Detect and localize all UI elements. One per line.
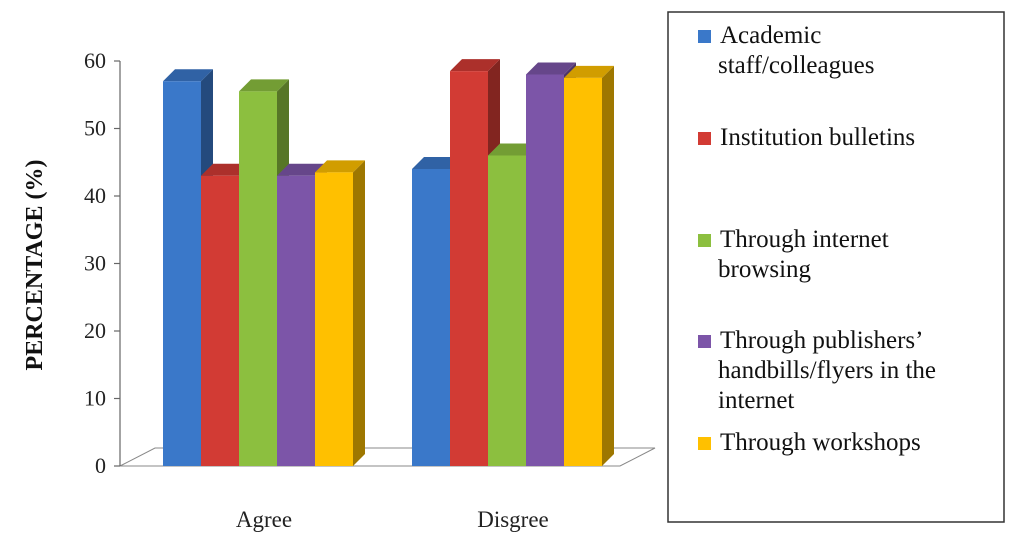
y-tick-label: 0 bbox=[95, 453, 106, 478]
legend-label: Institution bulletins bbox=[720, 124, 915, 151]
legend-item: Through internet browsing bbox=[698, 226, 889, 283]
legend-item: Institution bulletins bbox=[698, 124, 915, 151]
legend-label: Through workshops bbox=[720, 429, 921, 456]
legend-label: Through publishers’ handbills/flyers in t… bbox=[718, 327, 936, 414]
legend-swatch bbox=[698, 132, 711, 145]
legend-swatch bbox=[698, 234, 711, 247]
legend-item: Academic staff/colleagues bbox=[698, 22, 874, 79]
y-tick-label: 60 bbox=[84, 48, 106, 73]
legend: Academic staff/colleagues Institution bull… bbox=[667, 11, 1005, 523]
legend-box bbox=[667, 11, 1005, 523]
legend-item: Through workshops bbox=[698, 429, 921, 456]
legend-swatch bbox=[698, 30, 711, 43]
bar bbox=[564, 65, 614, 466]
legend-label: Academic staff/colleagues bbox=[718, 22, 874, 79]
y-axis: 0 10 20 30 40 50 60 bbox=[84, 48, 121, 478]
legend-item: Through publishers’ handbills/flyers in t… bbox=[698, 327, 936, 414]
x-axis-labels: Agree Disgree bbox=[236, 507, 549, 532]
y-tick-label: 50 bbox=[84, 116, 106, 141]
y-tick-label: 30 bbox=[84, 251, 106, 276]
bar bbox=[163, 69, 213, 466]
y-tick-label: 40 bbox=[84, 183, 106, 208]
x-category-label: Agree bbox=[236, 507, 292, 532]
legend-swatch bbox=[698, 437, 711, 450]
legend-label: Through internet browsing bbox=[718, 226, 889, 283]
y-tick-label: 10 bbox=[84, 386, 106, 411]
bar bbox=[315, 160, 365, 466]
y-tick-label: 20 bbox=[84, 318, 106, 343]
bars bbox=[163, 59, 614, 466]
y-axis-title: PERCENTAGE (%) bbox=[22, 160, 48, 371]
x-category-label: Disgree bbox=[477, 507, 549, 532]
legend-swatch bbox=[698, 335, 711, 348]
